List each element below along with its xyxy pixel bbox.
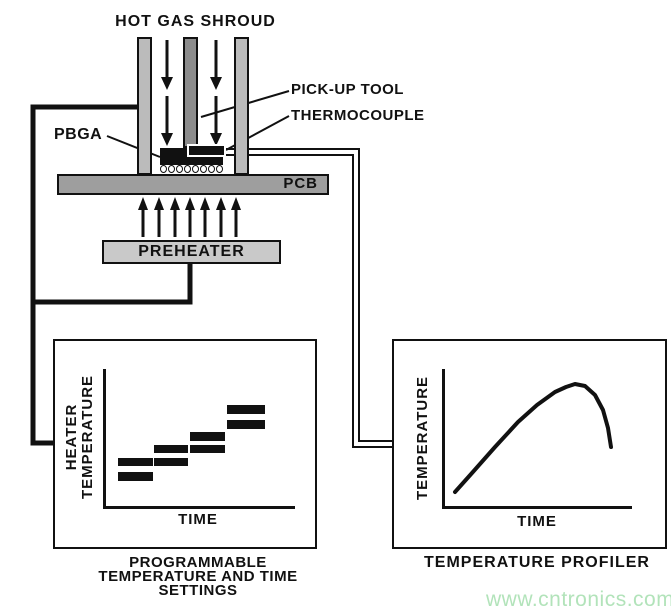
settings-chart: HEATER TEMPERATURE TIME: [53, 339, 317, 549]
ball: [216, 165, 223, 173]
label-pbga: PBGA: [54, 126, 103, 143]
profile-curve: [453, 382, 613, 494]
profiler-chart: TEMPERATURE TIME: [392, 339, 667, 549]
preheater: PREHEATER: [102, 240, 281, 264]
step-bar: [190, 432, 225, 441]
watermark: www.cntronics.com: [486, 588, 671, 611]
control-wire: [30, 104, 193, 446]
settings-y-axis: [103, 369, 106, 509]
ball: [200, 165, 207, 173]
diagram-title: HOT GAS SHROUD: [115, 13, 276, 30]
settings-x-axis-label: TIME: [178, 511, 218, 528]
profiler-x-axis: [442, 506, 632, 509]
ball: [184, 165, 191, 173]
step-bar: [227, 420, 265, 429]
ball: [168, 165, 175, 173]
shroud-left-wall: [137, 37, 152, 175]
hot-gas-flow-arrows: [161, 40, 222, 146]
step-bar: [118, 472, 153, 481]
step-bar: [154, 445, 188, 453]
settings-x-axis: [103, 506, 295, 509]
shroud-right-wall: [234, 37, 249, 175]
pickup-tool-shaft: [183, 37, 198, 148]
profiler-caption: TEMPERATURE PROFILER: [424, 554, 650, 571]
preheater-label: PREHEATER: [138, 243, 245, 260]
step-bar: [154, 458, 188, 466]
pcb-board: PCB: [57, 174, 329, 195]
profile-curve-line: [453, 382, 613, 494]
label-thermocouple: THERMOCOUPLE: [291, 107, 425, 124]
step-bar: [118, 458, 153, 466]
preheat-arrows: [138, 197, 241, 237]
ball: [208, 165, 215, 173]
settings-caption: PROGRAMMABLE TEMPERATURE AND TIME SETTIN…: [98, 554, 298, 599]
thermocouple-wire: [222, 148, 392, 448]
step-bar: [227, 405, 265, 414]
bga-balls: [160, 164, 223, 174]
step-bar: [190, 445, 225, 453]
thermocouple-tip: [187, 144, 226, 157]
label-pickup-tool: PICK-UP TOOL: [291, 81, 404, 98]
ball: [176, 165, 183, 173]
settings-y-axis-label: HEATER TEMPERATURE: [63, 374, 96, 500]
ball: [192, 165, 199, 173]
pointer-line-pbga: [106, 135, 161, 158]
profiler-y-axis: [442, 369, 445, 509]
pcb-label: PCB: [283, 175, 318, 192]
profiler-x-axis-label: TIME: [517, 513, 557, 530]
ball: [160, 165, 167, 173]
